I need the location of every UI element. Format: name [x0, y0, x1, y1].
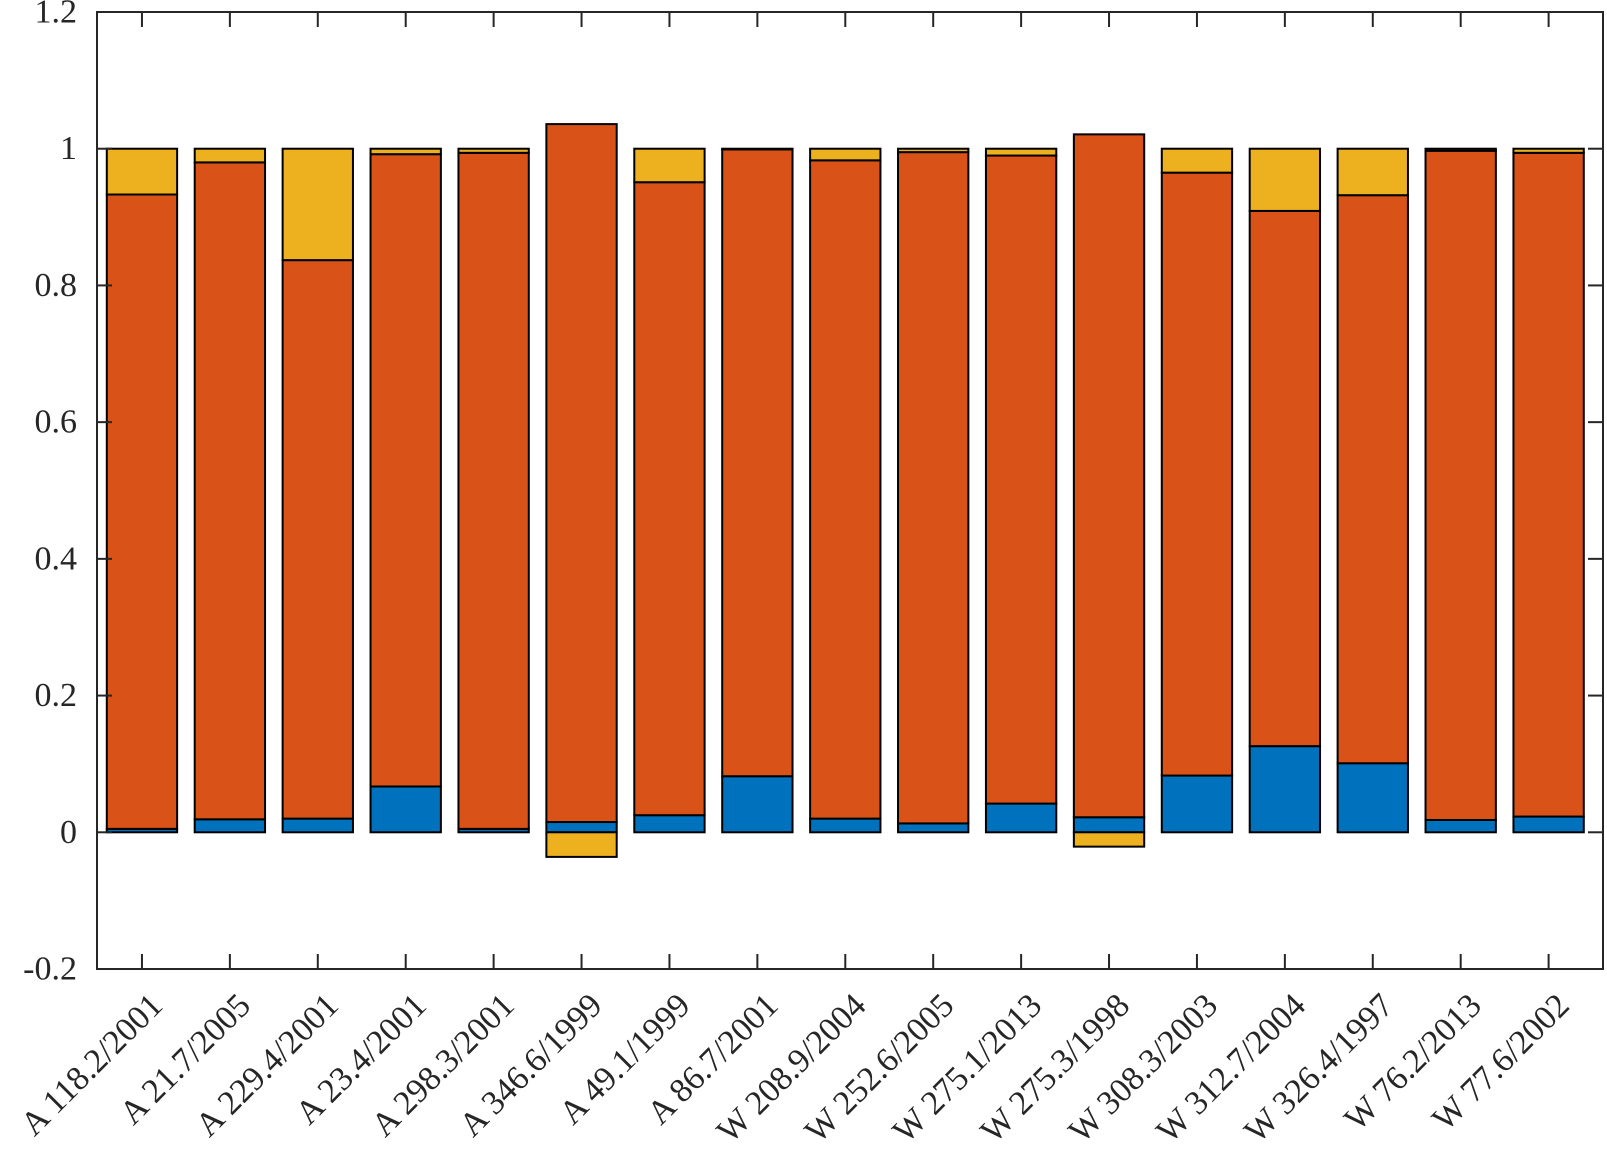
bar-segment-2-7 — [633, 181, 706, 817]
bar-segment-2-14 — [1248, 209, 1322, 748]
y-tick-label: 0.2 — [35, 677, 78, 714]
bar-segment-2-3 — [281, 259, 354, 820]
bar-segment-3-5 — [457, 147, 530, 154]
bar-segment-1-12 — [1072, 816, 1146, 834]
y-tick-label: 0.4 — [35, 540, 78, 577]
bar-segment-3-13 — [1160, 147, 1234, 174]
bar-segment-2-13 — [1160, 171, 1234, 777]
y-tick-label: 1.2 — [35, 0, 78, 31]
bar-segment-3-7 — [633, 147, 706, 184]
bar-segment-3-2 — [193, 147, 267, 164]
bars-group — [105, 123, 1585, 858]
bar-segment-3-12 — [1072, 831, 1146, 848]
bar-segment-2-17 — [1512, 151, 1585, 818]
bar-segment-3-6 — [545, 831, 618, 858]
bar-segment-1-11 — [984, 802, 1058, 834]
bar-segment-3-10 — [897, 147, 970, 154]
bar-segment-1-17 — [1512, 815, 1585, 834]
bar-segment-1-10 — [897, 822, 970, 834]
bar-segment-2-12 — [1072, 133, 1146, 819]
bar-segment-3-14 — [1248, 147, 1322, 212]
bar-segment-3-11 — [984, 147, 1058, 157]
bar-segment-3-1 — [105, 147, 179, 196]
bar-segment-2-5 — [457, 151, 530, 830]
bar-segment-1-16 — [1424, 818, 1497, 834]
y-tick-label: 0.8 — [35, 267, 78, 304]
y-tick-label: 0 — [60, 814, 77, 851]
bar-segment-2-9 — [809, 159, 882, 820]
bar-segment-3-16 — [1424, 147, 1497, 152]
bar-segment-1-8 — [721, 775, 794, 834]
bar-segment-2-1 — [105, 193, 179, 830]
bar-segment-1-15 — [1336, 762, 1409, 834]
bar-segment-1-3 — [281, 817, 354, 834]
bar-segment-3-8 — [721, 147, 794, 151]
y-tick-label: 1 — [60, 130, 77, 167]
bar-segment-3-3 — [281, 147, 354, 262]
bar-segment-3-15 — [1336, 147, 1409, 197]
bar-segment-1-14 — [1248, 745, 1322, 834]
bar-segment-1-13 — [1160, 774, 1234, 834]
y-axis: -0.2 0 0.2 0.4 0.6 0.8 1 1.2 — [23, 0, 1603, 988]
bar-segment-2-6 — [545, 123, 618, 824]
bar-segment-2-10 — [897, 151, 970, 825]
bar-segment-2-4 — [369, 153, 442, 788]
bar-segment-3-4 — [369, 147, 442, 156]
bar-segment-1-2 — [193, 818, 267, 834]
bar-segment-2-8 — [721, 148, 794, 778]
y-tick-label: 0.6 — [35, 404, 78, 441]
bar-segment-2-15 — [1336, 194, 1409, 765]
bar-segment-1-9 — [809, 817, 882, 834]
bar-segment-2-16 — [1424, 149, 1497, 821]
y-tick-label: -0.2 — [23, 951, 77, 988]
bar-segment-3-17 — [1512, 147, 1585, 154]
bar-segment-2-2 — [193, 161, 267, 821]
bar-segment-1-4 — [369, 785, 442, 834]
bar-segment-1-6 — [545, 821, 618, 834]
bar-segment-3-9 — [809, 147, 882, 162]
bar-segment-1-7 — [633, 814, 706, 834]
bar-segment-2-11 — [984, 154, 1058, 805]
plot-frame — [96, 11, 1604, 970]
